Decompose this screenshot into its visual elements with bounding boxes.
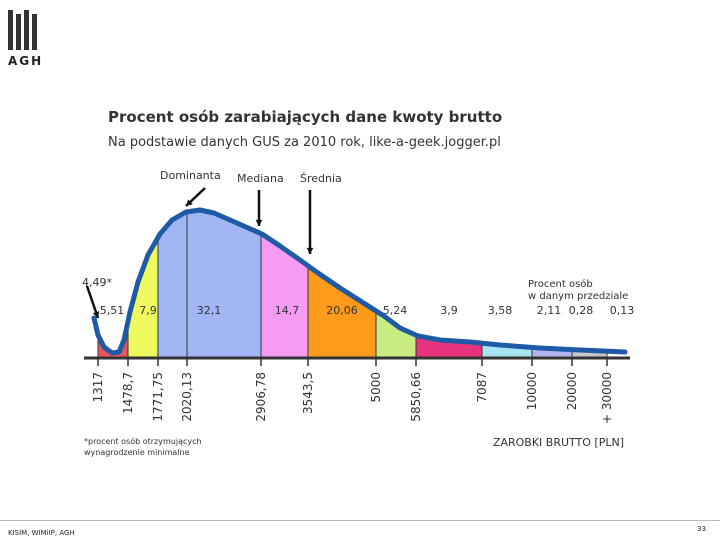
x-tick-label: 1771,75 [151,372,165,422]
legend-note-line: Procent osób [528,278,593,290]
x-tick-label: 2906,78 [254,372,268,422]
mediana-label: Mediana [237,172,284,185]
bin-area [187,210,261,358]
x-tick-label: 2020,13 [180,372,194,422]
srednia-arrow-head [306,247,314,254]
bin-area [261,233,308,358]
footnote-line: *procent osób otrzymujących [84,436,202,446]
agh-logo: AGH [8,10,44,68]
logo-bar [24,10,29,50]
mediana-arrow-head [255,219,263,226]
distribution-curve [91,207,628,356]
bin-area [128,237,158,358]
x-tick-label: + 30000 [600,372,614,424]
legend-note-line: w danym przedziale [528,291,628,302]
logo-bar [32,14,37,50]
bin-value-label: 0,13 [610,304,635,317]
bins-layer [97,210,608,358]
footer-divider [0,520,720,521]
bin-area [308,265,376,358]
x-axis-label: ZAROBKI BRUTTO [PLN] [493,436,624,449]
bin-value-label: 3,58 [488,304,513,317]
x-tick-label: 1317 [91,372,105,403]
footnote-line: wynagrodzenie minimalne [84,448,190,457]
logo-text: AGH [8,54,44,68]
footer-affiliation: KISIM, WIMiIP, AGH [8,529,75,537]
x-tick-label: 7087 [475,372,489,403]
x-tick-label: 3543,5 [301,372,315,414]
logo-bar [8,10,13,50]
x-tick-label: 10000 [525,372,539,410]
minimum-wage-label: 4,49* [82,276,112,289]
bin-value-label: 3,9 [440,304,458,317]
x-tick-label: 5850,66 [409,372,423,422]
x-tick-label: 1478,7 [121,372,135,414]
minimum-wage-arrow-head [92,311,100,318]
bin-area [158,211,187,358]
dominanta-label: Dominanta [160,169,221,182]
bin-value-label: 20,06 [326,304,358,317]
chart-title: Procent osób zarabiających dane kwoty br… [108,108,502,126]
bin-value-label: 5,24 [383,304,408,317]
x-tick-label: 20000 [565,372,579,410]
chart-subtitle: Na podstawie danych GUS za 2010 rok, lik… [108,135,501,150]
logo-bar [16,14,21,50]
bin-value-label: 0,28 [569,304,594,317]
srednia-label: Średnia [300,172,342,185]
bin-value-label: 2,11 [537,304,562,317]
bin-value-label: 7,9 [139,304,157,317]
ticks-layer: 1317 1478,7 1771,75 2020,13 2906,78 3543,5 500… [91,358,614,424]
bin-value-label: 5,51 [100,304,125,317]
value-labels-layer: 5,51 7,9 32,1 14,7 20,06 5,24 3,9 3,58 2,11 0,28 0… [82,276,634,317]
bin-value-label: 32,1 [197,304,222,317]
bin-value-label: 14,7 [275,304,300,317]
dominanta-arrow-head [186,199,193,206]
x-tick-label: 5000 [369,372,383,403]
bin-area [376,310,416,358]
page-number: 33 [697,525,706,533]
